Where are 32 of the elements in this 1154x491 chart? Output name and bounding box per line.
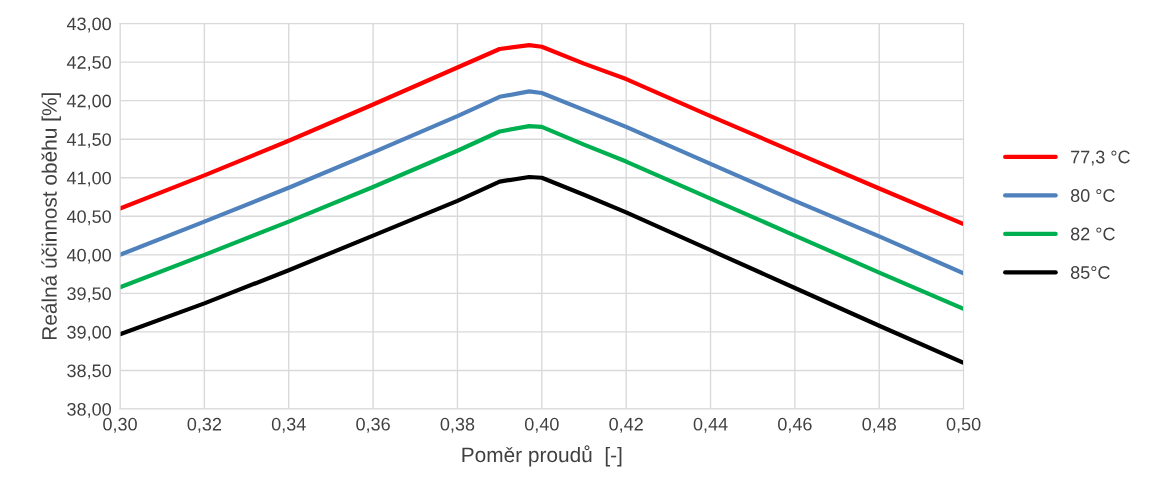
x-tick-label: 0,30 (103, 417, 137, 433)
y-tick-label: 38,50 (67, 364, 111, 380)
x-tick-label: 0,48 (862, 417, 897, 433)
legend-label: 82 °C (1070, 227, 1115, 241)
y-tick-label: 41,00 (66, 171, 111, 187)
x-tick-label: 0,38 (440, 417, 475, 433)
line-series (120, 174, 964, 365)
x-axis-title: Poměr proudů [-] (462, 445, 622, 467)
x-tick-label: 0,44 (693, 417, 728, 433)
y-tick-label: 43,00 (66, 17, 111, 33)
line-series (120, 89, 964, 276)
y-tick-label: 41,50 (66, 133, 111, 149)
x-tick-label: 0,50 (946, 417, 981, 433)
x-tick-label: 0,46 (778, 417, 812, 433)
y-tick-label: 40,50 (66, 210, 111, 226)
y-tick-label: 40,00 (66, 248, 111, 264)
x-tick-label: 0,32 (187, 417, 222, 433)
x-tick-label: 0,34 (271, 417, 306, 433)
legend-label: 77,3 °C (1071, 150, 1130, 166)
y-tick-label: 39,50 (67, 287, 111, 303)
y-tick-label: 42,00 (66, 94, 111, 110)
y-axis-title: Reálná účinnost oběhu [%] (41, 93, 61, 340)
line-series (120, 43, 964, 227)
x-tick-label: 0,42 (609, 417, 643, 433)
y-tick-label: 42,50 (66, 56, 111, 71)
line-series (120, 124, 964, 311)
y-tick-label: 39,00 (67, 325, 111, 341)
legend-label: 85°C (1070, 266, 1110, 279)
y-tick-label: 38,00 (67, 402, 111, 418)
x-tick-label: 0,36 (356, 417, 390, 433)
x-tick-label: 0,40 (524, 417, 559, 433)
legend-label: 80 °C (1070, 189, 1115, 202)
